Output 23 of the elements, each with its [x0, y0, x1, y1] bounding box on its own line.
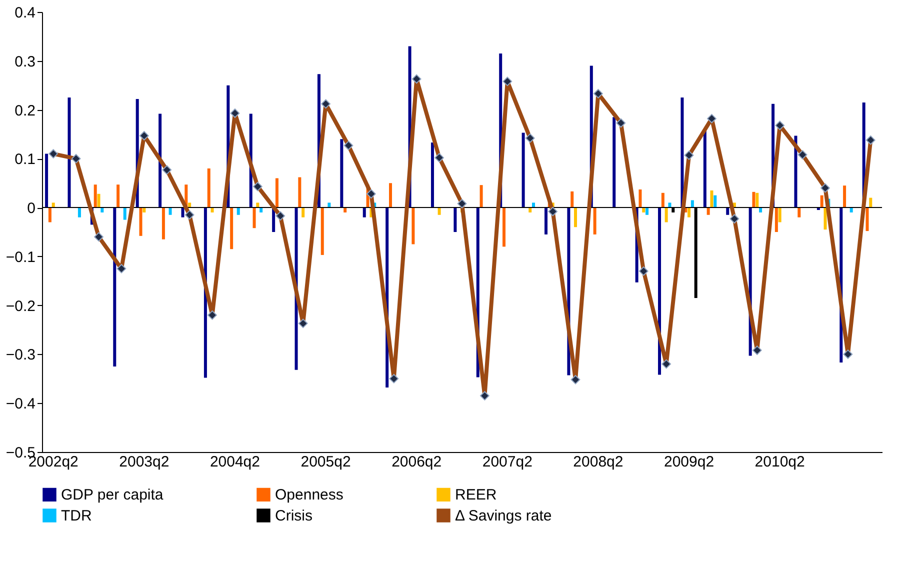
- x-tick-label: 2008q2: [573, 454, 624, 470]
- y-tick-label: 0.1: [14, 151, 36, 168]
- x-tick-label: 2003q2: [119, 454, 170, 470]
- x-tick-label: 2009q2: [664, 454, 714, 470]
- x-tick-label: 2006q2: [392, 454, 442, 470]
- legend-label: Openness: [275, 486, 344, 504]
- y-tick-label: 0: [27, 200, 36, 218]
- legend-label: REER: [455, 486, 497, 504]
- y-tick-label: −0.2: [6, 298, 36, 315]
- x-tick-label: 2010q2: [754, 454, 805, 470]
- legend-label: TDR: [61, 508, 92, 524]
- y-tick-label: 0.4: [14, 4, 36, 22]
- legend-label: Crisis: [275, 508, 312, 524]
- y-tick-label: 0.3: [14, 53, 36, 70]
- y-tick-label: −0.4: [6, 396, 36, 413]
- y-tick-label: 0.2: [14, 102, 36, 120]
- x-tick-label: 2005q2: [300, 454, 351, 470]
- y-tick-label: −0.3: [6, 346, 36, 364]
- legend-label: Δ Savings rate: [455, 508, 552, 524]
- legend-label: GDP per capita: [61, 486, 164, 504]
- x-tick-label: 2004q2: [210, 454, 260, 470]
- y-tick-label: −0.1: [6, 248, 36, 266]
- x-tick-label: 2007q2: [482, 454, 532, 470]
